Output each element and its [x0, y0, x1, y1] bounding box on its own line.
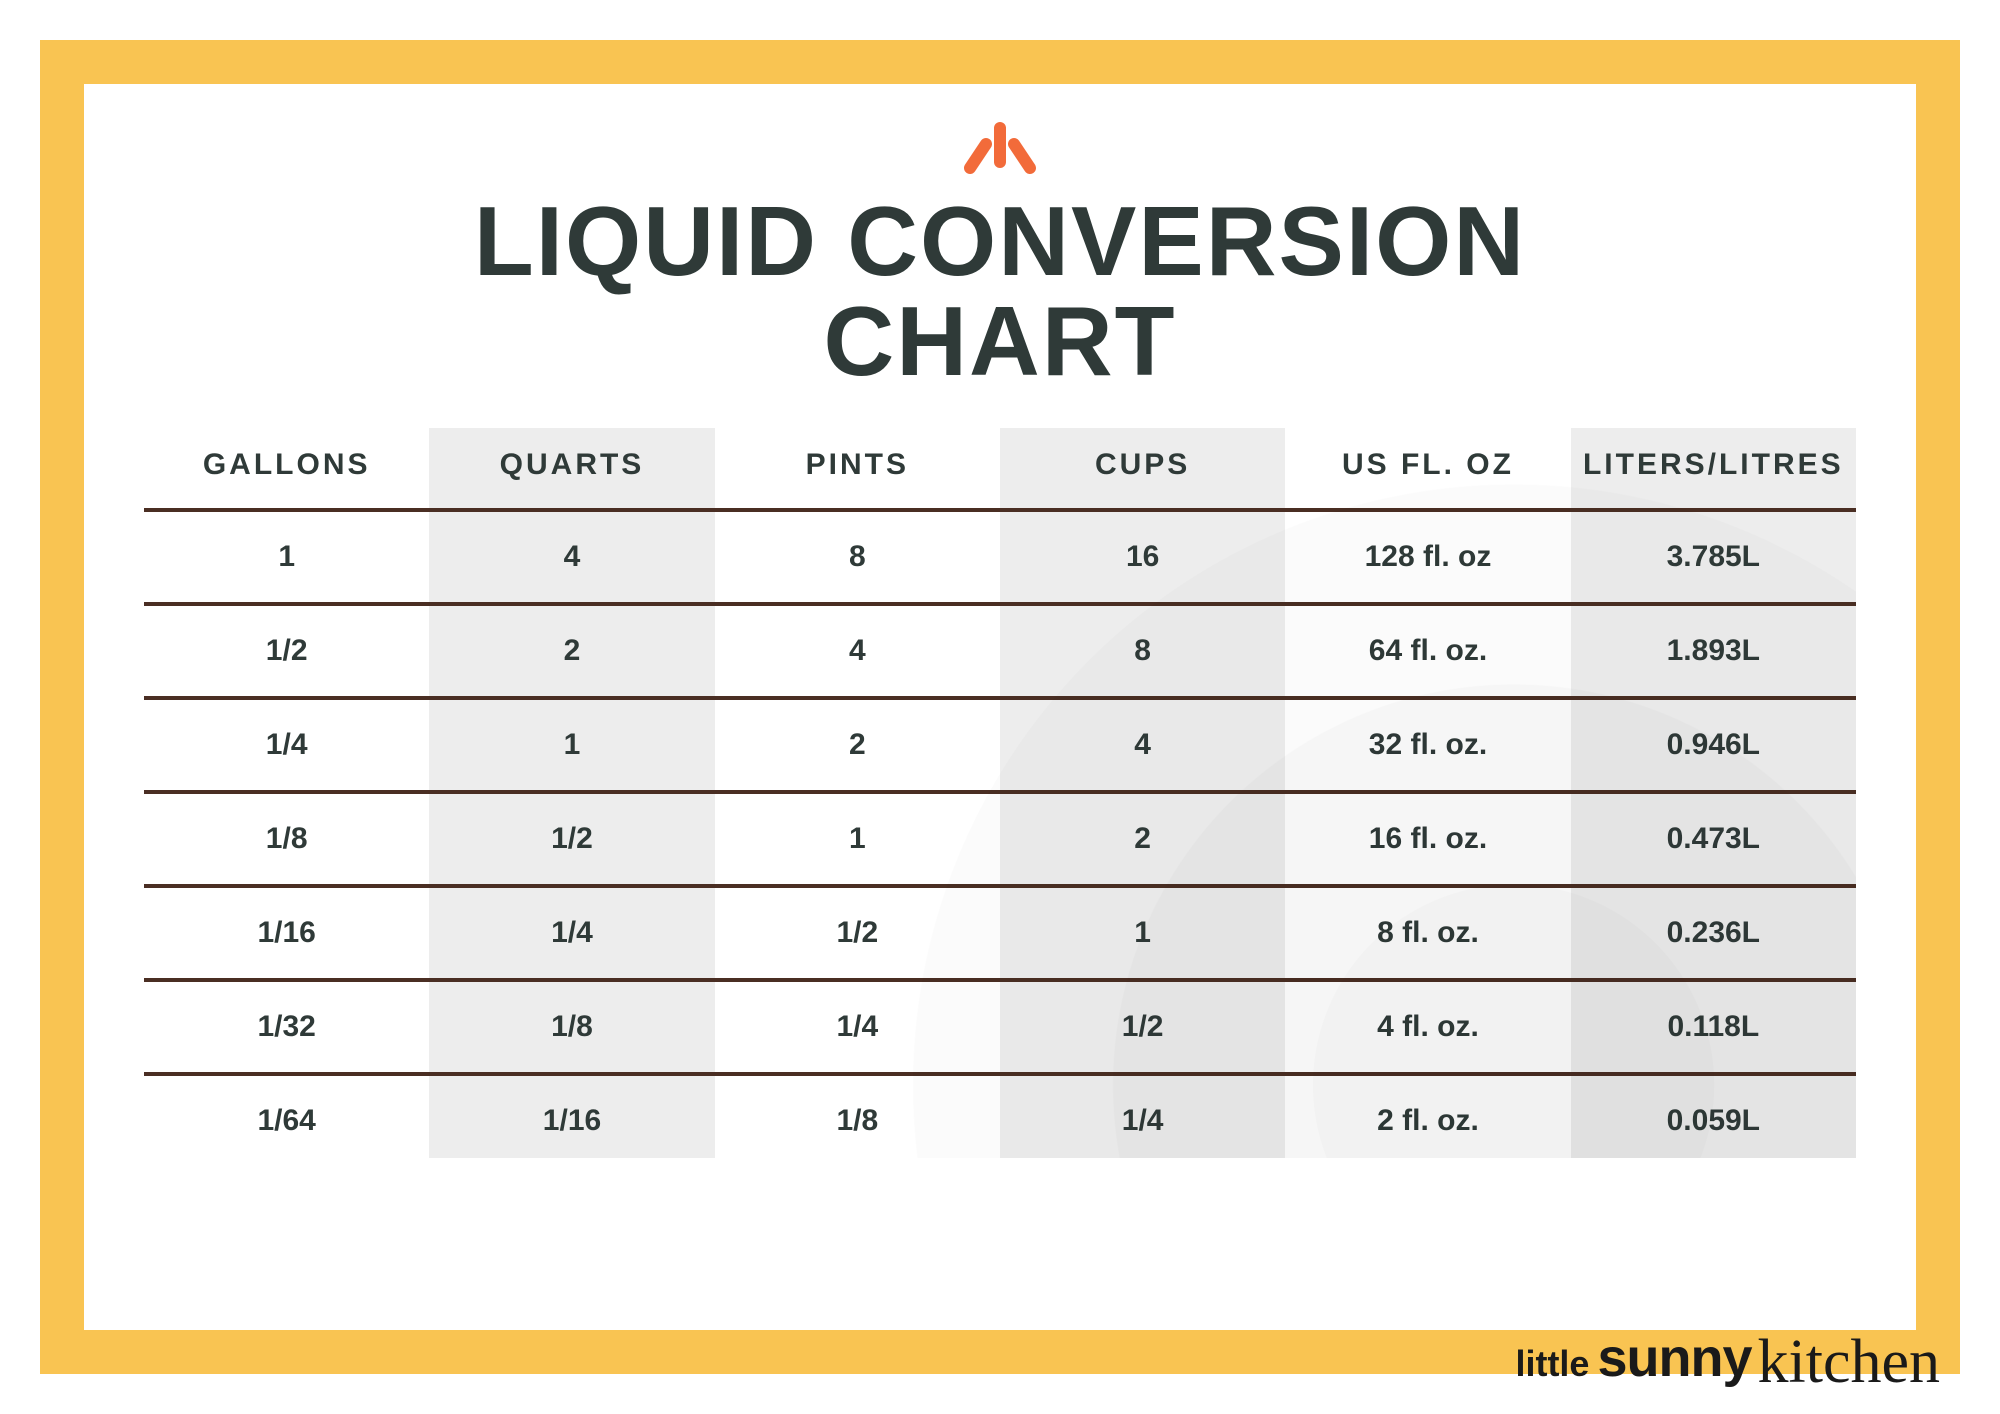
- table-row: 1 4 8 16 128 fl. oz 3.785L: [144, 510, 1856, 604]
- brand-logo: little sunny kitchen: [1515, 1321, 1940, 1392]
- cell: 8 fl. oz.: [1285, 886, 1570, 980]
- cell: 1/4: [144, 698, 429, 792]
- cell: 1.893L: [1571, 604, 1856, 698]
- cell: 1/2: [144, 604, 429, 698]
- cell: 1: [715, 792, 1000, 886]
- cell: 1/8: [715, 1074, 1000, 1158]
- cell: 0.236L: [1571, 886, 1856, 980]
- table-row: 1/4 1 2 4 32 fl. oz. 0.946L: [144, 698, 1856, 792]
- cell: 0.118L: [1571, 980, 1856, 1074]
- cell: 1/4: [1000, 1074, 1285, 1158]
- col-gallons: GALLONS: [144, 428, 429, 508]
- table-header-row: GALLONS QUARTS PINTS CUPS US FL. OZ LITE…: [144, 428, 1856, 508]
- cell: 1/32: [144, 980, 429, 1074]
- page-title: LIQUID CONVERSION CHART: [474, 192, 1526, 392]
- cell: 1/64: [144, 1074, 429, 1158]
- cell: 1/2: [1000, 980, 1285, 1074]
- title-line-1: LIQUID CONVERSION: [474, 186, 1526, 296]
- cell: 1/16: [429, 1074, 714, 1158]
- cell: 4: [429, 510, 714, 604]
- burst-icon: [930, 114, 1070, 184]
- chart-frame: LIQUID CONVERSION CHART GALLONS QUARTS P…: [40, 40, 1960, 1374]
- conversion-table: GALLONS QUARTS PINTS CUPS US FL. OZ LITE…: [144, 428, 1856, 1158]
- cell: 2 fl. oz.: [1285, 1074, 1570, 1158]
- col-liters: LITERS/LITRES: [1571, 428, 1856, 508]
- table-row: 1/64 1/16 1/8 1/4 2 fl. oz. 0.059L: [144, 1074, 1856, 1158]
- cell: 1/8: [144, 792, 429, 886]
- col-floz: US FL. OZ: [1285, 428, 1570, 508]
- cell: 0.946L: [1571, 698, 1856, 792]
- title-line-2: CHART: [824, 286, 1177, 396]
- cell: 1: [144, 510, 429, 604]
- col-quarts: QUARTS: [429, 428, 714, 508]
- col-cups: CUPS: [1000, 428, 1285, 508]
- col-pints: PINTS: [715, 428, 1000, 508]
- logo-kitchen: kitchen: [1758, 1327, 1941, 1398]
- logo-sunny: sunny: [1597, 1327, 1751, 1389]
- table-row: 1/8 1/2 1 2 16 fl. oz. 0.473L: [144, 792, 1856, 886]
- cell: 2: [429, 604, 714, 698]
- cell: 2: [715, 698, 1000, 792]
- cell: 1/2: [715, 886, 1000, 980]
- cell: 1: [1000, 886, 1285, 980]
- cell: 1/4: [429, 886, 714, 980]
- cell: 2: [1000, 792, 1285, 886]
- cell: 1/4: [715, 980, 1000, 1074]
- cell: 1/16: [144, 886, 429, 980]
- cell: 3.785L: [1571, 510, 1856, 604]
- cell: 8: [715, 510, 1000, 604]
- cell: 0.059L: [1571, 1074, 1856, 1158]
- table-row: 1/32 1/8 1/4 1/2 4 fl. oz. 0.118L: [144, 980, 1856, 1074]
- cell: 64 fl. oz.: [1285, 604, 1570, 698]
- cell: 4: [715, 604, 1000, 698]
- cell: 8: [1000, 604, 1285, 698]
- logo-little: little: [1515, 1343, 1589, 1385]
- cell: 1/2: [429, 792, 714, 886]
- table-row: 1/16 1/4 1/2 1 8 fl. oz. 0.236L: [144, 886, 1856, 980]
- cell: 4 fl. oz.: [1285, 980, 1570, 1074]
- cell: 1: [429, 698, 714, 792]
- table-row: 1/2 2 4 8 64 fl. oz. 1.893L: [144, 604, 1856, 698]
- cell: 1/8: [429, 980, 714, 1074]
- cell: 0.473L: [1571, 792, 1856, 886]
- cell: 128 fl. oz: [1285, 510, 1570, 604]
- cell: 16: [1000, 510, 1285, 604]
- cell: 4: [1000, 698, 1285, 792]
- table-body: 1 4 8 16 128 fl. oz 3.785L 1/2 2 4 8 64 …: [144, 510, 1856, 1158]
- cell: 16 fl. oz.: [1285, 792, 1570, 886]
- cell: 32 fl. oz.: [1285, 698, 1570, 792]
